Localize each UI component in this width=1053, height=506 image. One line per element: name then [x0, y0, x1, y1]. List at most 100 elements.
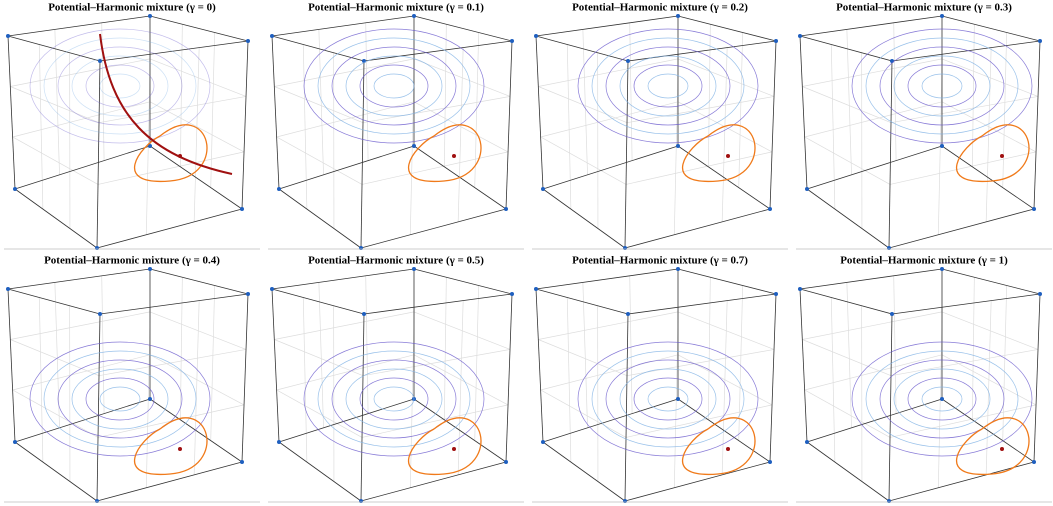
grid-line [972, 277, 975, 420]
corner-dot [510, 292, 514, 296]
trajectory [359, 377, 429, 421]
grid-line [361, 404, 509, 438]
orange-orbit [133, 417, 208, 476]
cube-edge [542, 441, 626, 502]
panel: Potential–Harmonic mixture (γ = 0.1) [268, 2, 524, 250]
trajectory [303, 341, 485, 457]
trajectory [43, 350, 197, 448]
corner-dot [940, 14, 944, 18]
cube-edge [799, 35, 808, 190]
grid-line [830, 44, 836, 210]
orange-orbit [407, 124, 482, 183]
trajectory [577, 28, 759, 144]
grid-line [457, 300, 464, 475]
cube-edge [413, 15, 513, 42]
cube-edge [241, 293, 249, 463]
corner-dot [890, 59, 894, 63]
cube-edge [941, 145, 1035, 210]
corner-dot [1032, 207, 1036, 211]
cube-edge [241, 40, 249, 210]
cube-edge [149, 145, 243, 210]
cube [6, 267, 250, 503]
cube-edge [769, 293, 777, 463]
grid-line [12, 136, 99, 185]
cube-edge [96, 313, 101, 502]
grid-line [413, 354, 509, 406]
cube-edge [888, 461, 1035, 502]
cube-edge [7, 268, 151, 290]
cube-edge [677, 145, 771, 210]
trajectory [921, 386, 963, 412]
grid-line [302, 44, 308, 210]
corner-dot [768, 207, 772, 211]
cube-edge [891, 40, 1041, 62]
grid-line [625, 404, 773, 438]
cube-edge [799, 288, 893, 315]
grid-line [802, 86, 892, 124]
grid-line [193, 300, 200, 475]
cube-edge [806, 441, 890, 502]
corner-dot [626, 59, 630, 63]
fixed-point [452, 154, 456, 158]
grid-line [54, 29, 60, 175]
cube-edge [941, 15, 1041, 42]
grid-line [274, 311, 415, 340]
panel-title: Potential–Harmonic mixture (γ = 0) [48, 2, 216, 14]
trajectory [359, 64, 429, 108]
corner-dot [240, 460, 244, 464]
trajectory [633, 377, 703, 421]
corner-dot [798, 34, 802, 38]
trajectory [577, 341, 759, 457]
cube-edge [891, 293, 1041, 315]
trajectory [619, 368, 717, 430]
grid-line [193, 47, 200, 222]
corner-dot [246, 39, 250, 43]
cube-edge [271, 15, 415, 37]
grid-line [38, 297, 44, 463]
trajectory [921, 73, 963, 99]
grid-line [444, 277, 447, 420]
orange-orbit [681, 124, 756, 183]
fixed-point [178, 154, 182, 158]
grid-line [804, 136, 891, 185]
trajectory [345, 368, 443, 430]
cube-edge [278, 188, 362, 249]
grid-line [890, 96, 1039, 124]
trajectory [57, 359, 183, 439]
corner-dot [798, 287, 802, 291]
corner-dot [504, 460, 508, 464]
grid-line [274, 58, 415, 87]
grid-line [804, 101, 943, 138]
grid-line [444, 24, 447, 167]
fixed-point [178, 447, 182, 451]
trajectory [647, 73, 689, 99]
corner-dot [148, 14, 152, 18]
grid-line [738, 32, 744, 188]
cube-edge [627, 293, 777, 315]
trajectory [317, 350, 471, 448]
cube-edge [799, 268, 943, 290]
trajectory [99, 386, 141, 412]
cube-edge [413, 268, 513, 295]
grid-line [276, 354, 415, 391]
panel-title: Potential–Harmonic mixture (γ = 0.5) [308, 255, 484, 267]
cube-edge [888, 313, 893, 502]
panel: Potential–Harmonic mixture (γ = 1) [796, 255, 1052, 503]
corner-dot [676, 14, 680, 18]
cube-edge [806, 145, 943, 190]
cube-edge [624, 313, 629, 502]
cube-edge [542, 398, 679, 443]
corner-dot [676, 267, 680, 271]
trajectory [879, 359, 1005, 439]
cube-edge [799, 35, 893, 62]
cube-edge [941, 268, 1041, 295]
grid-line [708, 24, 711, 167]
cube-edge [624, 60, 629, 249]
grid-line [457, 47, 464, 222]
grid-line [846, 29, 852, 175]
cube-edge [535, 15, 679, 37]
corner-dot [148, 267, 152, 271]
corner-dot [1032, 460, 1036, 464]
grid-line [830, 297, 836, 463]
grid-line [10, 86, 100, 124]
